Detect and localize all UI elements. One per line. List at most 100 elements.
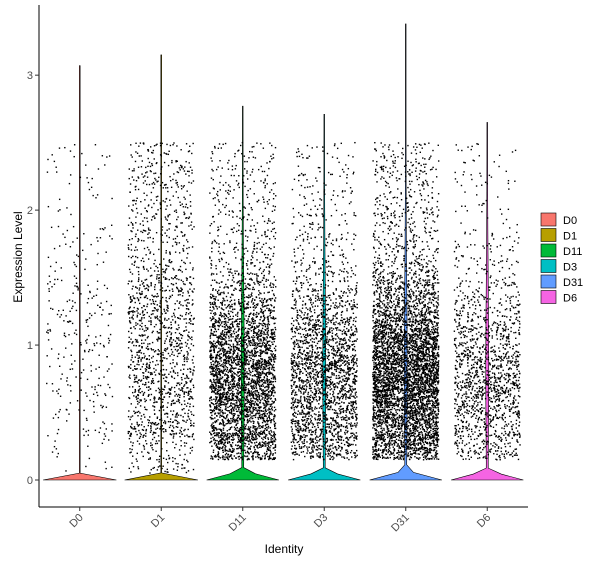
data-point [49, 365, 51, 368]
data-point [263, 332, 265, 334]
data-point [252, 338, 254, 341]
data-point [269, 220, 271, 222]
data-point [263, 420, 266, 422]
data-point [230, 444, 233, 446]
data-point [228, 303, 230, 306]
data-point [56, 313, 59, 316]
data-point [216, 404, 218, 407]
data-point [217, 388, 219, 391]
data-point [265, 242, 267, 244]
data-point [105, 467, 107, 470]
data-point [172, 399, 174, 402]
data-point [107, 383, 109, 386]
data-point [230, 445, 232, 447]
data-point [107, 337, 110, 340]
data-point [135, 286, 137, 289]
data-point [253, 431, 255, 433]
data-point [239, 318, 241, 320]
data-point [274, 354, 277, 356]
data-point [259, 281, 261, 284]
data-point [266, 331, 268, 334]
data-point [159, 419, 161, 421]
data-point [136, 339, 138, 341]
data-point [142, 372, 144, 374]
data-point [219, 364, 221, 367]
data-point [155, 300, 157, 303]
data-point [140, 213, 142, 215]
data-point [212, 366, 214, 368]
data-point [153, 382, 155, 384]
data-point [217, 324, 219, 327]
data-point [229, 185, 231, 188]
data-point [252, 381, 254, 383]
data-point [185, 217, 187, 219]
data-point [67, 321, 70, 323]
data-point [225, 322, 227, 324]
data-point [152, 405, 154, 407]
data-point [211, 445, 213, 447]
data-point [230, 358, 232, 361]
data-point [151, 423, 153, 425]
data-point [153, 397, 155, 399]
data-point [104, 394, 107, 397]
data-point [155, 213, 157, 215]
data-point [224, 379, 226, 381]
data-point [263, 275, 265, 277]
data-point [250, 397, 252, 400]
data-point [180, 440, 182, 442]
data-point [259, 441, 261, 444]
data-point [149, 388, 152, 390]
data-point [230, 318, 232, 320]
data-point [169, 393, 171, 395]
data-point [256, 259, 258, 261]
data-point [191, 169, 193, 171]
data-point [151, 183, 153, 185]
data-point [253, 224, 255, 227]
data-point [140, 380, 142, 382]
data-point [189, 447, 192, 449]
data-point [130, 425, 132, 428]
data-point [178, 432, 181, 434]
data-point [220, 333, 223, 335]
data-point [236, 313, 239, 315]
data-point [261, 379, 263, 381]
data-point [239, 410, 241, 413]
data-point [183, 330, 186, 332]
data-point [149, 165, 152, 168]
data-point [149, 252, 151, 255]
data-point [267, 319, 269, 321]
data-point [214, 403, 217, 405]
data-point [225, 393, 228, 395]
data-point [266, 336, 268, 338]
data-point [238, 435, 240, 437]
data-point [212, 326, 215, 328]
data-point [137, 410, 140, 413]
data-point [136, 152, 139, 154]
data-point [239, 394, 242, 397]
data-point [217, 235, 219, 237]
data-point [149, 458, 151, 460]
data-point [232, 394, 235, 397]
data-point [162, 364, 164, 367]
data-point [175, 191, 177, 193]
data-point [153, 431, 156, 434]
data-point [265, 400, 267, 403]
data-point [153, 270, 156, 272]
data-point [192, 291, 194, 293]
data-point [267, 304, 270, 306]
data-point [221, 385, 224, 388]
data-point [253, 359, 255, 361]
data-point [254, 444, 257, 447]
data-point [218, 409, 220, 412]
data-point [252, 250, 254, 253]
data-point [183, 358, 185, 360]
data-point [163, 327, 166, 329]
data-point [244, 374, 246, 376]
data-point [214, 356, 217, 359]
data-point [266, 434, 268, 436]
data-point [247, 383, 249, 385]
data-point [262, 368, 264, 370]
data-point [156, 427, 159, 429]
data-point [249, 328, 251, 330]
data-point [214, 358, 217, 360]
